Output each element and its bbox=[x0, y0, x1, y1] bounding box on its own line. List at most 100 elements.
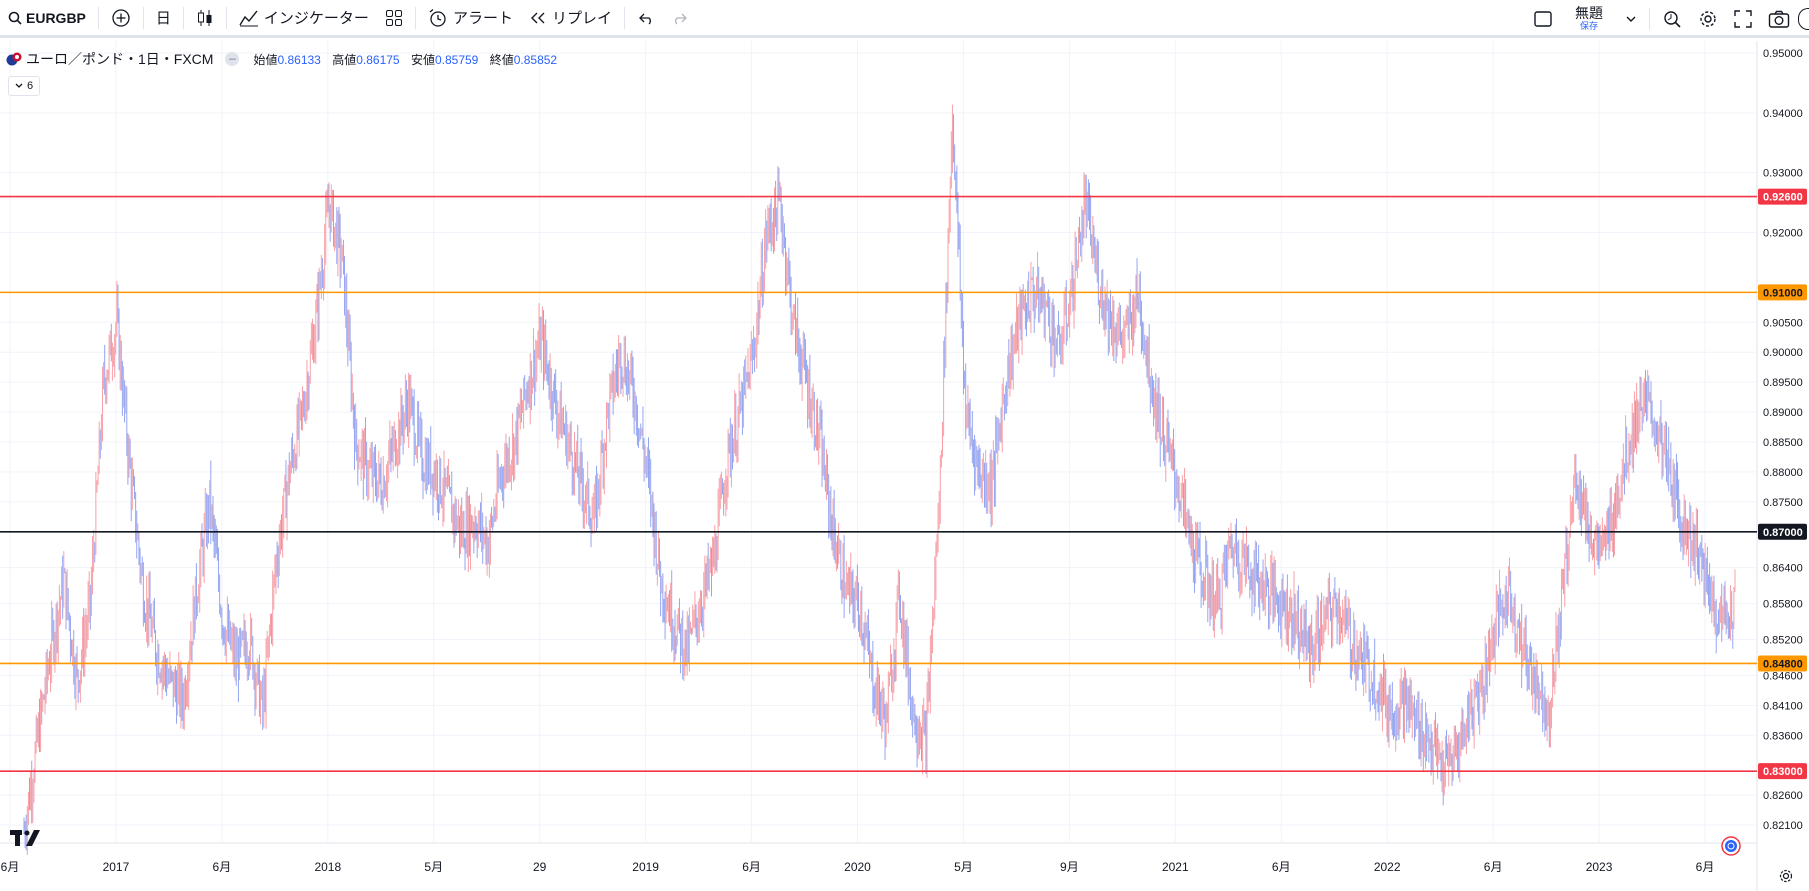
alarm-clock-icon bbox=[429, 8, 446, 27]
publish-icon[interactable] bbox=[1798, 8, 1809, 30]
redo-button[interactable] bbox=[663, 0, 697, 37]
chevron-down-icon bbox=[1626, 16, 1636, 22]
level-price-label: 0.87000 bbox=[1763, 527, 1803, 539]
hide-legend-icon[interactable]: – bbox=[225, 52, 240, 66]
open-value: 0.86133 bbox=[277, 52, 321, 67]
layout-title: 無題 bbox=[1575, 5, 1603, 21]
compare-button[interactable] bbox=[103, 0, 139, 37]
time-tick-label: 2021 bbox=[1162, 860, 1189, 874]
fullscreen-button[interactable] bbox=[1726, 0, 1760, 38]
time-tick-label: 6月 bbox=[1272, 860, 1291, 874]
symbol-label: EURGBP bbox=[26, 9, 86, 26]
time-tick-label: 29 bbox=[533, 860, 547, 874]
price-tick-label: 0.82100 bbox=[1763, 820, 1803, 832]
close-label: 終値 bbox=[489, 52, 514, 67]
time-tick-label: 2020 bbox=[844, 860, 871, 874]
plus-circle-icon bbox=[112, 8, 130, 27]
indicators-icon bbox=[239, 10, 258, 26]
legend-title: ユーロ／ポンド・1日・FXCM bbox=[26, 51, 214, 67]
camera-icon bbox=[1768, 10, 1790, 28]
globe-icon[interactable] bbox=[1721, 836, 1741, 856]
time-tick-label: 6月 bbox=[742, 860, 761, 874]
interval-button[interactable]: 日 bbox=[148, 0, 179, 37]
fullscreen-icon bbox=[1734, 10, 1752, 28]
price-tick-label: 0.94000 bbox=[1763, 108, 1803, 120]
alert-label: アラート bbox=[452, 10, 513, 27]
price-tick-label: 0.89000 bbox=[1763, 407, 1803, 419]
indicator-count: 6 bbox=[26, 80, 34, 92]
low-value: 0.85759 bbox=[434, 52, 479, 67]
level-price-label: 0.91000 bbox=[1763, 287, 1803, 299]
symbol-search[interactable]: EURGBP bbox=[0, 0, 94, 37]
price-tick-label: 0.93000 bbox=[1763, 168, 1803, 180]
time-tick-label: 9月 bbox=[1060, 860, 1079, 874]
level-price-label: 0.92600 bbox=[1763, 192, 1803, 204]
undo-button[interactable] bbox=[629, 0, 663, 37]
layout-save-label: 保存 bbox=[1579, 21, 1598, 31]
gear-icon bbox=[1700, 11, 1716, 27]
time-tick-label: 2023 bbox=[1586, 860, 1613, 874]
layout-dropdown[interactable] bbox=[1617, 0, 1645, 38]
time-tick-label: 2018 bbox=[314, 860, 341, 874]
redo-icon bbox=[675, 13, 687, 24]
level-price-label: 0.84800 bbox=[1763, 658, 1803, 670]
price-tick-label: 0.83600 bbox=[1763, 730, 1803, 742]
time-tick-label: 6月 bbox=[1696, 860, 1715, 874]
tradingview-logo bbox=[10, 827, 40, 852]
price-tick-label: 0.85200 bbox=[1763, 635, 1803, 647]
templates-button[interactable] bbox=[377, 0, 411, 37]
layout-name-button[interactable]: 無題 保存 bbox=[1561, 0, 1617, 38]
candles-icon bbox=[197, 9, 212, 26]
replay-label: リプレイ bbox=[551, 10, 612, 27]
level-price-tag bbox=[1758, 284, 1807, 301]
price-tick-label: 0.82600 bbox=[1763, 790, 1803, 802]
price-tick-label: 0.85800 bbox=[1763, 599, 1803, 611]
price-axis bbox=[1757, 41, 1809, 891]
price-tick-label: 0.90000 bbox=[1763, 347, 1803, 359]
indicators-collapse-button[interactable]: 6 bbox=[8, 76, 40, 96]
time-tick-label: 2022 bbox=[1374, 860, 1401, 874]
interval-label: 日 bbox=[155, 10, 171, 27]
open-label: 始値 bbox=[253, 52, 278, 67]
axis-settings-gear-icon[interactable] bbox=[1778, 868, 1794, 884]
undo-icon bbox=[639, 13, 651, 24]
high-value: 0.86175 bbox=[356, 52, 400, 67]
close-value: 0.85852 bbox=[513, 52, 558, 67]
time-tick-label: 2017 bbox=[103, 860, 130, 874]
time-tick-label: 6月 bbox=[213, 860, 232, 874]
price-tick-label: 0.88500 bbox=[1763, 437, 1803, 449]
toolbar-right: 無題 保存 bbox=[1525, 0, 1809, 38]
grid-icon bbox=[385, 9, 402, 26]
level-price-tag bbox=[1758, 523, 1807, 540]
price-tick-label: 0.86400 bbox=[1763, 563, 1803, 575]
price-tick-label: 0.88000 bbox=[1763, 467, 1803, 479]
indicators-label: インジケーター bbox=[263, 10, 369, 27]
chart-legend: ユーロ／ポンド・1日・FXCM – 始値0.86133 高値0.86175 安値… bbox=[6, 49, 565, 69]
time-tick-label: 5月 bbox=[424, 860, 443, 874]
level-price-tag bbox=[1758, 188, 1807, 205]
alert-button[interactable]: アラート bbox=[420, 0, 521, 37]
replay-button[interactable]: リプレイ bbox=[521, 0, 620, 37]
quick-search-button[interactable] bbox=[1654, 0, 1690, 38]
search-icon bbox=[8, 11, 22, 25]
top-toolbar: EURGBP 日 インジケーター アラート リプレイ 無題 保存 bbox=[0, 0, 1809, 38]
price-chart[interactable]: 0.95000 0.94000 0.93000 0.92000 0.90500 0.900… bbox=[0, 41, 1809, 891]
level-price-tag bbox=[1758, 763, 1807, 780]
time-tick-label: 2019 bbox=[632, 860, 659, 874]
rewind-icon bbox=[530, 12, 545, 23]
indicators-button[interactable]: インジケーター bbox=[231, 0, 377, 37]
level-price-tag bbox=[1758, 655, 1807, 672]
chart-type-button[interactable] bbox=[188, 0, 222, 37]
time-tick-label: 5月 bbox=[954, 860, 973, 874]
settings-button[interactable] bbox=[1690, 0, 1726, 38]
time-tick-label: 6月 bbox=[1484, 860, 1503, 874]
square-icon bbox=[1534, 11, 1552, 27]
snapshot-button[interactable] bbox=[1760, 0, 1798, 38]
level-price-label: 0.83000 bbox=[1763, 766, 1803, 778]
layout-toggle[interactable] bbox=[1525, 0, 1561, 38]
time-tick-label: 6月 bbox=[1, 860, 20, 874]
price-tick-label: 0.95000 bbox=[1763, 48, 1803, 60]
price-tick-label: 0.87500 bbox=[1763, 497, 1803, 509]
price-tick-label: 0.84600 bbox=[1763, 670, 1803, 682]
quick-search-icon bbox=[1664, 11, 1681, 28]
